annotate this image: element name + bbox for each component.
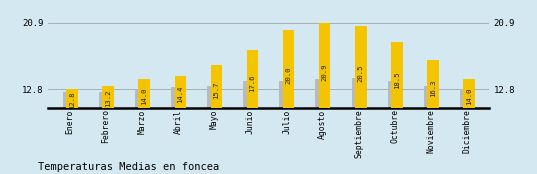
Text: 14.4: 14.4 <box>177 86 183 103</box>
Bar <box>424 86 436 174</box>
Bar <box>279 81 291 174</box>
Bar <box>283 30 294 174</box>
Text: 15.7: 15.7 <box>213 81 220 99</box>
Bar <box>319 23 330 174</box>
Text: 17.6: 17.6 <box>250 75 256 92</box>
Text: 20.0: 20.0 <box>286 66 292 84</box>
Text: 16.3: 16.3 <box>430 79 436 97</box>
Text: 12.8: 12.8 <box>69 91 75 109</box>
Bar <box>211 65 222 174</box>
Bar <box>171 87 183 174</box>
Bar <box>63 92 74 174</box>
Text: 20.5: 20.5 <box>358 65 364 82</box>
Bar <box>175 76 186 174</box>
Bar <box>463 79 475 174</box>
Bar <box>103 86 114 174</box>
Bar <box>315 79 327 174</box>
Bar <box>207 86 219 174</box>
Bar <box>388 81 399 174</box>
Text: 20.9: 20.9 <box>322 63 328 81</box>
Bar <box>243 81 255 174</box>
Bar <box>427 60 439 174</box>
Text: 14.0: 14.0 <box>466 87 472 105</box>
Bar <box>139 79 150 174</box>
Text: Temperaturas Medias en foncea: Temperaturas Medias en foncea <box>38 162 219 172</box>
Bar <box>135 89 147 174</box>
Bar <box>99 92 111 174</box>
Text: 18.5: 18.5 <box>394 72 400 89</box>
Text: 13.2: 13.2 <box>105 90 111 107</box>
Bar <box>355 26 367 174</box>
Bar <box>66 89 78 174</box>
Bar <box>246 50 258 174</box>
Bar <box>352 78 363 174</box>
Text: 14.0: 14.0 <box>141 87 147 105</box>
Bar <box>391 42 403 174</box>
Bar <box>460 89 471 174</box>
